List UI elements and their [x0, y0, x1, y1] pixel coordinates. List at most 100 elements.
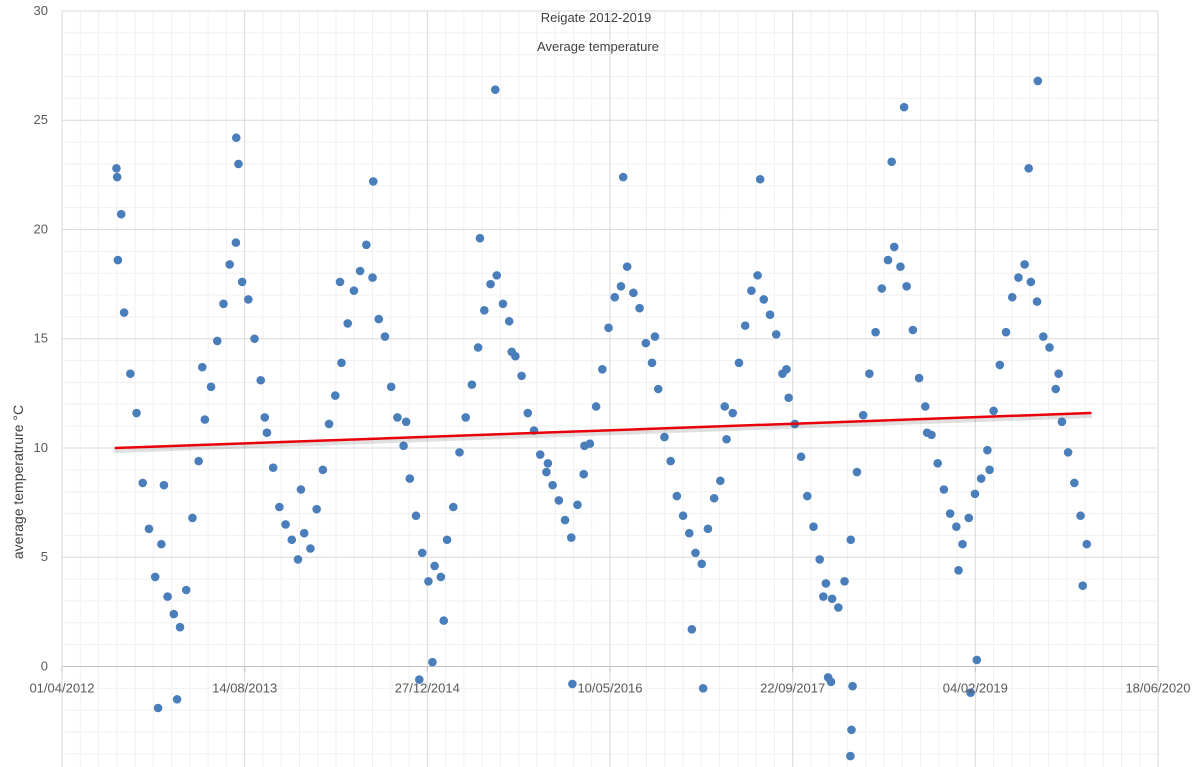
data-point	[153, 703, 163, 713]
data-point	[678, 511, 688, 521]
data-point	[970, 489, 980, 499]
data-point	[883, 255, 893, 265]
data-point	[498, 299, 508, 309]
data-point	[299, 528, 309, 538]
data-point	[175, 622, 185, 632]
data-point	[580, 441, 589, 451]
data-point	[802, 491, 812, 501]
data-point	[461, 413, 470, 422]
data-point	[296, 485, 306, 494]
data-point	[740, 321, 750, 330]
data-point	[1024, 164, 1033, 173]
data-point	[989, 406, 998, 416]
data-point	[163, 592, 172, 601]
data-point	[1020, 260, 1029, 269]
data-point	[819, 592, 828, 601]
data-point	[1078, 581, 1088, 590]
data-point	[722, 434, 731, 444]
data-point	[847, 725, 856, 735]
data-point	[150, 572, 160, 582]
data-point	[784, 393, 793, 403]
data-point	[113, 255, 123, 265]
data-point	[424, 576, 433, 586]
data-point	[492, 271, 502, 280]
axes	[61, 666, 1159, 672]
data-point	[504, 316, 514, 326]
data-point	[374, 314, 384, 324]
data-point	[821, 579, 831, 588]
data-point	[1054, 369, 1063, 379]
data-point	[1051, 384, 1061, 394]
data-point	[355, 266, 365, 276]
data-point	[858, 410, 868, 420]
data-point	[337, 358, 346, 368]
data-point	[414, 675, 424, 684]
data-point	[231, 133, 241, 143]
data-point	[318, 465, 328, 475]
data-point	[945, 509, 955, 518]
data-point	[573, 500, 582, 510]
y-tick-label: 25	[34, 112, 48, 127]
data-point	[430, 561, 439, 571]
data-point	[922, 428, 932, 437]
data-point	[330, 391, 340, 400]
data-point	[698, 684, 708, 693]
chart-subtitle: Average temperature	[537, 39, 659, 54]
data-point	[144, 524, 154, 534]
data-point	[486, 279, 495, 289]
data-point	[964, 513, 974, 523]
data-point	[952, 522, 961, 531]
data-point	[908, 325, 918, 335]
data-point	[194, 456, 203, 466]
data-point	[755, 174, 765, 184]
data-point	[542, 467, 551, 477]
data-point	[939, 485, 949, 494]
data-point	[958, 539, 967, 549]
data-point	[1063, 448, 1073, 457]
data-point	[560, 515, 570, 525]
data-point	[112, 172, 122, 182]
data-point	[1014, 273, 1023, 282]
data-point	[966, 688, 975, 698]
data-point	[535, 450, 545, 459]
data-point	[473, 343, 483, 352]
data-point	[517, 371, 526, 381]
data-point	[759, 295, 769, 304]
data-point	[734, 358, 744, 368]
data-point	[1057, 417, 1067, 427]
data-point	[480, 306, 489, 315]
data-point	[554, 496, 564, 505]
data-point	[641, 338, 651, 348]
data-point	[983, 445, 992, 455]
data-point	[335, 277, 345, 287]
data-point	[126, 369, 135, 379]
data-point	[436, 572, 446, 582]
data-point	[933, 458, 943, 468]
data-point	[386, 382, 396, 392]
data-point	[1038, 332, 1048, 341]
data-point	[691, 548, 700, 558]
data-point	[439, 616, 449, 625]
data-point	[976, 474, 986, 483]
data-point	[1001, 327, 1011, 337]
data-point	[728, 408, 738, 418]
data-point	[796, 452, 806, 462]
data-point	[972, 655, 982, 665]
data-point	[1045, 343, 1054, 352]
data-point	[887, 157, 896, 167]
data-point	[1082, 539, 1092, 549]
data-point	[244, 295, 253, 304]
data-point	[902, 282, 911, 291]
data-point	[687, 625, 697, 634]
data-point	[591, 402, 601, 411]
data-point	[985, 465, 994, 475]
data-point	[865, 369, 874, 379]
data-point	[159, 480, 169, 490]
data-point	[306, 544, 315, 553]
trendline-line	[114, 411, 1092, 450]
data-point	[896, 262, 905, 271]
data-point	[548, 480, 557, 490]
data-point	[716, 476, 725, 486]
data-point	[899, 102, 909, 112]
data-point	[169, 609, 179, 619]
